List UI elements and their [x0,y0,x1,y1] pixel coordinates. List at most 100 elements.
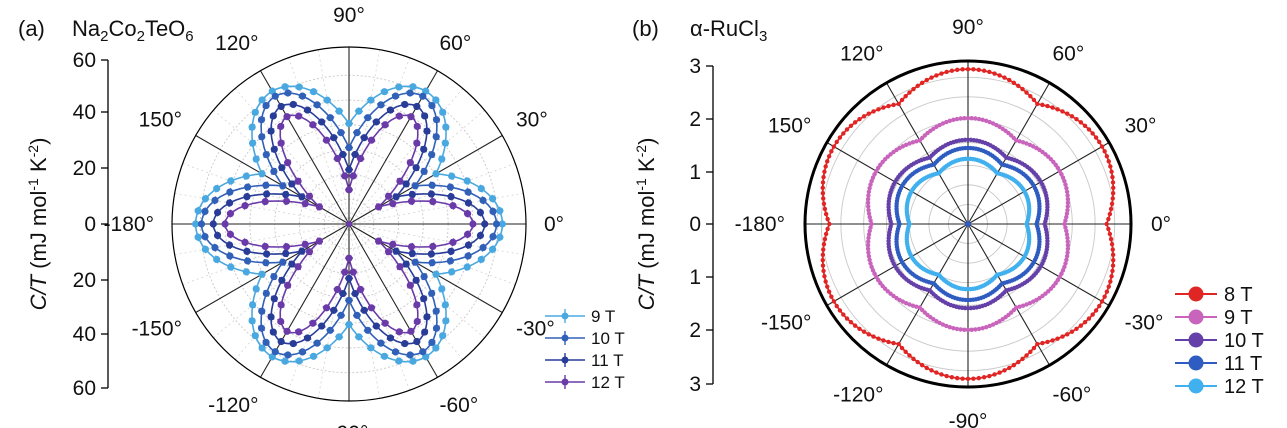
data-point [867,185,872,191]
error-bar [248,317,256,325]
data-point [1035,341,1040,347]
data-point [869,221,874,227]
error-bar [439,332,447,339]
panel-b-y-axis-label: C/T (mJ mol-1 K-2) [633,138,659,311]
error-bar [267,313,275,320]
origin-point [346,221,352,227]
data-point [1024,90,1029,95]
data-point [903,93,908,99]
error-bar [421,88,430,94]
outer-ring [171,46,527,402]
data-point [891,102,896,108]
error-bar [481,243,485,252]
legend-marker [1188,332,1204,348]
error-bar [204,232,206,241]
grid-spoke [195,135,350,225]
error-bar [284,159,291,166]
error-bar [258,133,266,141]
error-bar [432,345,440,351]
error-bar [335,335,344,338]
error-bar [316,237,322,245]
error-bar [376,341,385,345]
error-bar [309,90,318,94]
error-bar [385,192,392,200]
error-bar [498,206,501,215]
panel-b-y-axis: 3 2 1 0 1 2 3 [689,55,714,396]
data-point [826,154,832,159]
error-bar [352,131,362,134]
data-point [1078,120,1084,125]
error-bar [407,282,414,289]
error-bar [326,329,335,332]
error-bar [245,247,249,256]
error-bar [431,197,435,206]
grid-spoke-minor [348,223,410,391]
error-bar [258,116,265,123]
legend-entry: 12 T [545,373,625,392]
error-bar [449,192,453,201]
data-point [1024,353,1029,358]
data-point [992,71,997,76]
angle-label: 120° [840,42,883,65]
series-markers [197,89,501,359]
panel-a-angle-labels: 0° 30° 60° 90° 120° 150° -180° -150° -120° -90° -6… [104,4,565,428]
error-bar [322,306,331,310]
data-point [1007,365,1012,371]
error-bar [406,90,414,96]
legend-entry: 9 T [1175,307,1253,329]
data-point [910,140,916,145]
error-bar [403,180,410,188]
y-tick-label: 1 [689,266,701,289]
series-markers [865,115,1071,333]
panel-b-angle-labels: 0° 30° 60° 90° 120° 150° -180° -150° -120° -90° -6… [735,16,1172,428]
data-point [868,225,873,230]
data-point [1040,340,1045,346]
angle-label: 0° [1151,213,1171,236]
panel-b-ylabel-text: K [634,157,659,178]
error-bar [412,258,418,266]
data-point [865,246,871,252]
data-point [1106,216,1111,222]
panel-b-ylabel-italic: C/T [634,273,659,310]
data-point [1055,107,1060,112]
data-point [1055,277,1061,283]
error-bar [303,108,312,112]
data-point [1086,316,1092,321]
error-bar [442,317,450,325]
data-point [934,318,939,324]
error-bar [340,174,349,177]
data-point [1057,274,1062,280]
data-point [1020,140,1026,145]
error-bar [338,153,347,156]
data-point [937,320,942,326]
error-bar [283,114,291,120]
data-point [969,115,974,121]
data-point [1110,252,1116,258]
data-point [1107,211,1113,217]
legend-label: 8 T [1224,284,1253,306]
error-bar [204,245,207,254]
error-bar [245,183,250,192]
error-bar [363,116,372,119]
data-point [896,101,901,107]
y-tick-label: 3 [689,55,701,78]
error-bar [421,354,430,360]
error-bar [268,88,277,94]
data-point [1065,239,1070,244]
panel-a-title-part: Na [72,16,101,41]
error-bar [418,93,427,99]
error-bar [299,247,305,255]
panel-b-label: (b) [632,16,659,41]
data-point [823,279,828,284]
error-bar [409,242,414,251]
error-bar [264,190,269,198]
grid-spoke [826,223,969,306]
data-point [924,77,929,83]
data-point [1060,334,1065,339]
error-bar [429,190,434,198]
error-bar [323,346,332,350]
data-point [983,324,989,330]
data-point [983,118,989,124]
data-point [907,353,912,358]
